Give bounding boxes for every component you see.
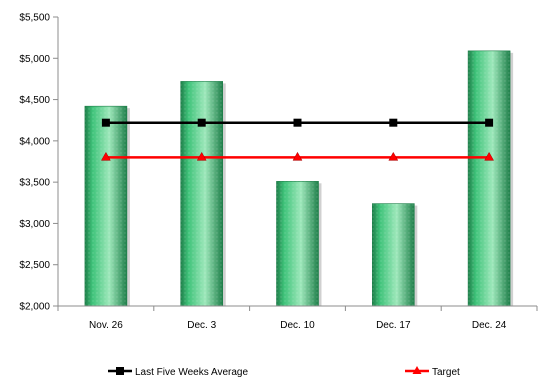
legend-label: Last Five Weeks Average [135,367,248,377]
series-marker [389,118,398,127]
legend: Last Five Weeks Average Target [108,366,460,378]
x-tick-label: Dec. 24 [472,320,507,331]
y-tick-label: $5,000 [19,54,50,65]
series-marker [485,118,494,127]
y-tick-label: $3,000 [19,219,50,230]
series-marker [292,151,303,161]
y-axis: $2,000 $2,500 $3,000 $3,500 $4,000 $4,500 $5,0… [19,13,59,313]
series-marker [388,151,399,161]
x-tick-label: Dec. 10 [280,320,315,331]
bar-texture [276,181,319,306]
overlay-lines [100,118,495,161]
y-tick-label: $3,500 [19,178,50,189]
x-axis: Nov. 26 Dec. 3 Dec. 10 Dec. 17 Dec. 24 [57,305,538,331]
y-tick-label: $2,000 [19,302,50,313]
series-marker [197,118,206,127]
series-marker [101,118,110,127]
bars [84,50,514,307]
y-tick-label: $5,500 [19,13,50,24]
bar-texture [468,50,511,307]
x-tick-label: Dec. 17 [376,320,411,331]
bar-texture [372,203,415,306]
series-marker [196,151,207,161]
legend-label: Target [432,367,460,377]
series-marker [484,151,495,161]
series-marker [100,151,111,161]
legend-marker [116,367,124,375]
y-tick-label: $4,500 [19,95,50,106]
bar-texture [180,81,223,306]
bar-texture [84,106,127,306]
series-marker [293,118,302,127]
x-tick-label: Dec. 3 [187,320,216,331]
y-tick-label: $4,000 [19,136,50,147]
legend-marker [412,366,422,374]
y-tick-label: $2,500 [19,260,50,271]
x-tick-label: Nov. 26 [89,320,123,331]
